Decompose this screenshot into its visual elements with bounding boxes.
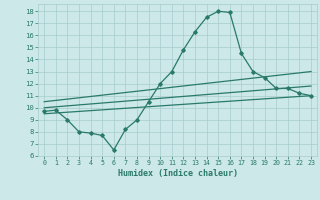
X-axis label: Humidex (Indice chaleur): Humidex (Indice chaleur) [118, 169, 238, 178]
